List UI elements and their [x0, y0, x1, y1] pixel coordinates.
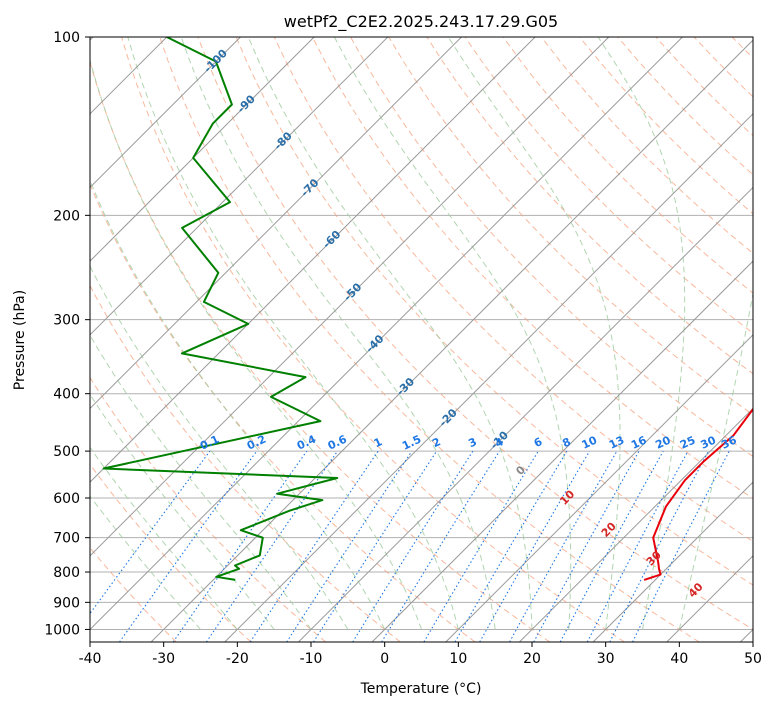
isotherm-line — [371, 260, 753, 642]
chart-title: wetPf2_C2E2.2025.243.17.29.G05 — [284, 12, 558, 32]
y-tick-label: 1000 — [44, 622, 80, 638]
moist-adiabat-line — [90, 334, 312, 630]
x-tick-label: -40 — [79, 651, 102, 667]
moist-adiabat-line — [678, 290, 753, 630]
x-tick-label: -10 — [300, 651, 323, 667]
dry-adiabat-line — [770, 37, 775, 642]
moist-adiabat-line — [597, 37, 686, 630]
moist-adiabat-line — [247, 37, 533, 630]
y-tick-label: 200 — [53, 208, 80, 224]
isotherm-line — [90, 37, 315, 262]
moist-adiabat-line — [333, 37, 572, 630]
mixing-ratio-lines — [90, 450, 730, 642]
y-tick-label: 300 — [53, 313, 80, 329]
dewpoint-profile-line — [102, 37, 339, 581]
x-tick-label: 10 — [449, 651, 467, 667]
moist-adiabat-line — [90, 495, 201, 630]
y-tick-label: 600 — [53, 491, 80, 507]
mixing-ratio-line — [559, 450, 664, 642]
y-tick-label: 800 — [53, 565, 80, 581]
isotherm-line — [150, 39, 753, 642]
mixing-ratio-line — [313, 450, 438, 642]
dry-adiabat-line — [90, 60, 551, 642]
mixing-ratio-line — [381, 450, 500, 642]
isotherm-line — [298, 186, 753, 642]
mixing-ratio-line — [533, 450, 640, 642]
y-tick-label: 500 — [53, 444, 80, 460]
y-tick-label: 400 — [53, 387, 80, 403]
skewed-isotherms — [90, 37, 753, 642]
isotherm-line — [519, 407, 753, 642]
mixing-ratio-line — [119, 450, 258, 642]
isotherm-line — [90, 37, 683, 631]
temperature-profile-line — [643, 407, 753, 581]
mixing-ratio-line — [632, 450, 730, 642]
mixing-ratio-label: 16 — [629, 433, 649, 451]
y-tick-label: 100 — [53, 30, 80, 46]
x-tick-label: -20 — [226, 651, 249, 667]
x-tick-label: 30 — [597, 651, 615, 667]
mixing-ratio-line — [90, 450, 211, 615]
dry-adiabat-line — [90, 376, 327, 642]
mixing-ratio-line — [352, 450, 474, 642]
mixing-ratio-label: 36 — [719, 433, 739, 451]
dry-adiabat-line — [311, 37, 753, 500]
mixing-ratio-label: 10 — [580, 433, 600, 451]
mixing-ratio-line — [172, 450, 308, 642]
isotherm-line — [445, 334, 753, 642]
x-tick-label: 0 — [380, 651, 389, 667]
isotherm-line — [592, 481, 753, 642]
moist-adiabat-line — [90, 265, 349, 630]
moist-adiabat-line — [90, 446, 238, 630]
y-tick-label: 900 — [53, 595, 80, 611]
isotherm-line — [90, 37, 610, 557]
x-axis-ticks: -40 -30 -20 -10 0 10 20 30 40 50 — [79, 642, 762, 667]
sounding-profiles — [102, 37, 753, 581]
isotherm-line — [90, 37, 536, 483]
plot-area: -100-90-80-70-60-50-40-30-20-100.1 0.2 0.4… — [89, 36, 775, 643]
mixing-ratio-line — [286, 450, 413, 642]
mixing-ratio-label: 13 — [607, 434, 626, 452]
dry-adiabat-line — [121, 37, 625, 642]
y-axis-ticks: 100 200 300 400 500 600 700 800 900 1000 — [44, 30, 90, 638]
x-tick-label: 40 — [670, 651, 688, 667]
mixing-ratio-label: 20 — [653, 433, 673, 451]
isotherm-line — [224, 113, 753, 642]
dry-adiabat-line — [159, 37, 700, 642]
moist-adiabat-line — [90, 58, 422, 630]
dry-adiabats — [90, 37, 775, 642]
dry-adiabat-line — [502, 37, 753, 294]
x-tick-label: 20 — [523, 651, 541, 667]
isotherm-line — [90, 37, 389, 336]
mixing-ratio-line — [509, 450, 618, 642]
moist-adiabat-line — [180, 37, 496, 630]
mixing-ratio-line — [205, 450, 338, 642]
mixing-ratio-label: 25 — [678, 434, 697, 452]
x-axis-label: Temperature (°C) — [360, 681, 482, 697]
plot-frame — [89, 36, 754, 643]
y-tick-label: 700 — [53, 531, 80, 547]
isotherm-line — [90, 37, 462, 410]
isotherm-line — [90, 37, 241, 189]
dry-adiabat-line — [197, 37, 753, 630]
x-tick-label: -30 — [152, 651, 175, 667]
plot-background — [90, 37, 753, 642]
moist-adiabat-line — [127, 37, 459, 630]
x-tick-label: 50 — [744, 651, 762, 667]
y-axis-label: Pressure (hPa) — [12, 290, 28, 390]
dry-adiabat-line — [235, 37, 753, 586]
moist-adiabat-line — [90, 393, 275, 630]
dry-adiabat-line — [273, 37, 753, 543]
mixing-ratio-label: 30 — [699, 433, 719, 451]
mixing-ratio-line — [249, 450, 379, 642]
moist-adiabats — [90, 37, 753, 630]
dry-adiabat-line — [90, 463, 252, 642]
